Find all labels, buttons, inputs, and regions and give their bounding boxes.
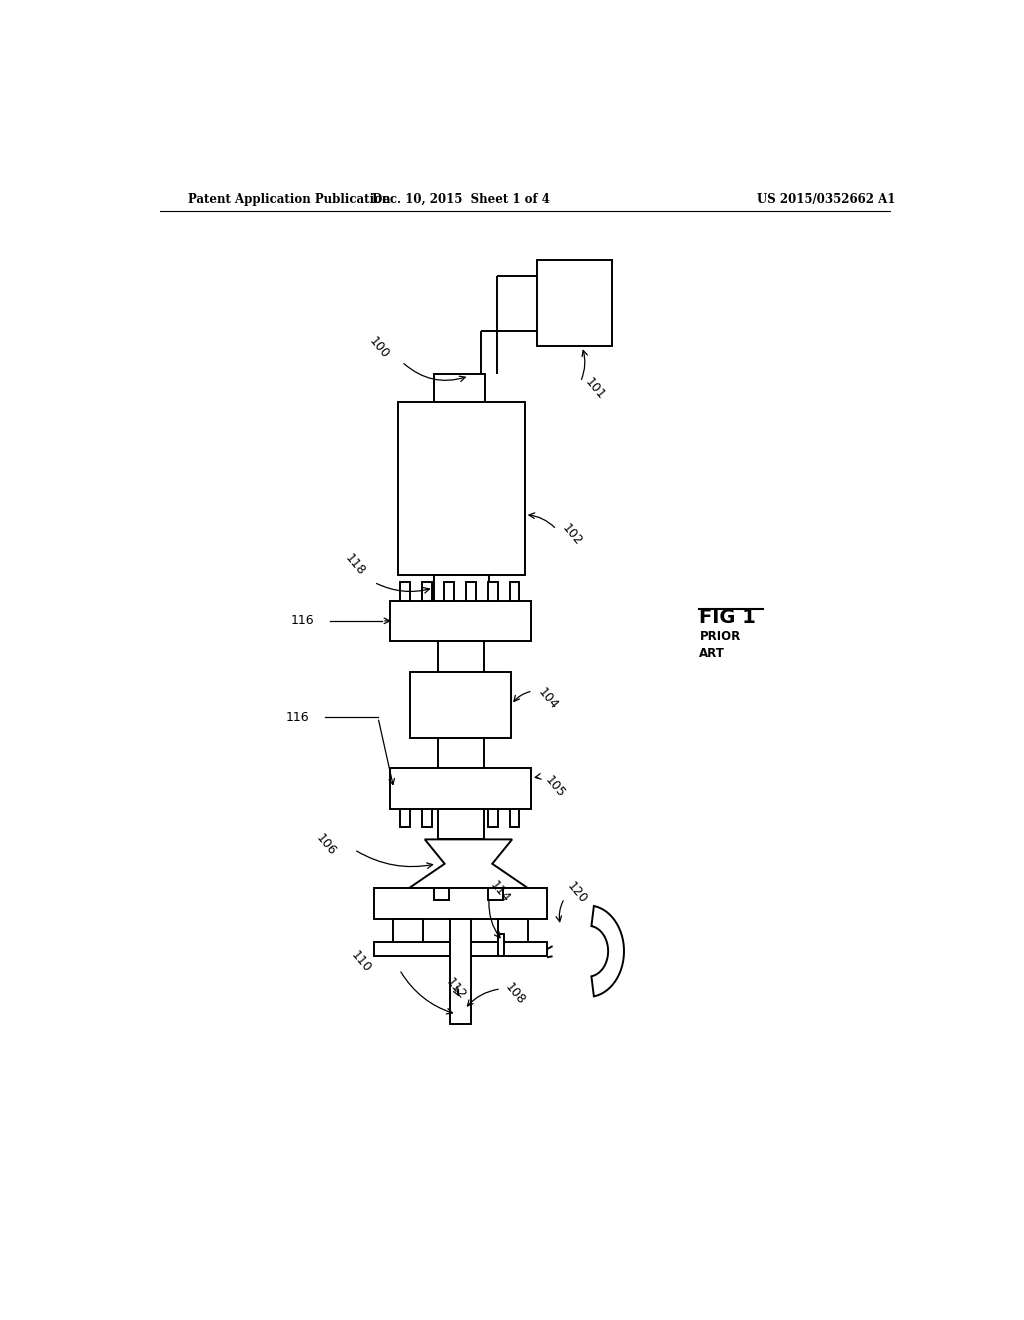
Text: 101: 101 xyxy=(582,376,607,403)
Text: 116: 116 xyxy=(291,614,314,627)
Bar xyxy=(466,809,476,828)
Bar xyxy=(400,809,411,828)
Bar xyxy=(400,582,411,601)
Text: 100: 100 xyxy=(367,334,391,360)
Bar xyxy=(410,672,511,738)
Bar xyxy=(422,809,432,828)
Bar xyxy=(397,403,524,576)
Bar xyxy=(487,809,498,828)
Text: 120: 120 xyxy=(564,880,590,907)
Text: ART: ART xyxy=(699,647,725,660)
Text: 106: 106 xyxy=(313,832,338,858)
Text: US 2015/0352662 A1: US 2015/0352662 A1 xyxy=(757,193,896,206)
Bar xyxy=(488,888,503,900)
Bar xyxy=(537,260,612,346)
Bar xyxy=(390,601,531,642)
Bar xyxy=(434,888,449,900)
Bar xyxy=(433,374,485,403)
Bar xyxy=(433,576,489,601)
Text: Patent Application Publication: Patent Application Publication xyxy=(187,193,390,206)
Text: 108: 108 xyxy=(503,981,528,1007)
Text: 112: 112 xyxy=(443,975,469,1002)
Bar xyxy=(390,768,531,809)
Polygon shape xyxy=(409,840,528,888)
Bar xyxy=(498,919,528,949)
Bar xyxy=(374,888,547,919)
Bar xyxy=(422,582,432,601)
Bar xyxy=(444,809,454,828)
Text: 104: 104 xyxy=(536,686,560,713)
Bar xyxy=(374,942,547,956)
Text: 118: 118 xyxy=(342,552,368,578)
Text: Dec. 10, 2015  Sheet 1 of 4: Dec. 10, 2015 Sheet 1 of 4 xyxy=(373,193,550,206)
Bar xyxy=(451,919,471,1024)
Text: FIG 1: FIG 1 xyxy=(699,609,757,627)
Bar xyxy=(437,738,483,768)
Text: 102: 102 xyxy=(559,521,584,548)
Text: 116: 116 xyxy=(286,711,309,723)
Bar xyxy=(498,935,504,956)
Bar xyxy=(393,919,423,949)
Bar xyxy=(466,582,476,601)
Polygon shape xyxy=(592,906,624,997)
Bar xyxy=(510,582,519,601)
Text: PRIOR: PRIOR xyxy=(699,630,740,643)
Text: 105: 105 xyxy=(543,774,567,800)
Bar xyxy=(510,809,519,828)
Bar xyxy=(487,582,498,601)
Bar xyxy=(437,642,483,672)
Bar xyxy=(444,582,454,601)
Text: 110: 110 xyxy=(349,948,374,974)
Bar xyxy=(437,809,483,840)
Text: 114: 114 xyxy=(487,879,513,906)
